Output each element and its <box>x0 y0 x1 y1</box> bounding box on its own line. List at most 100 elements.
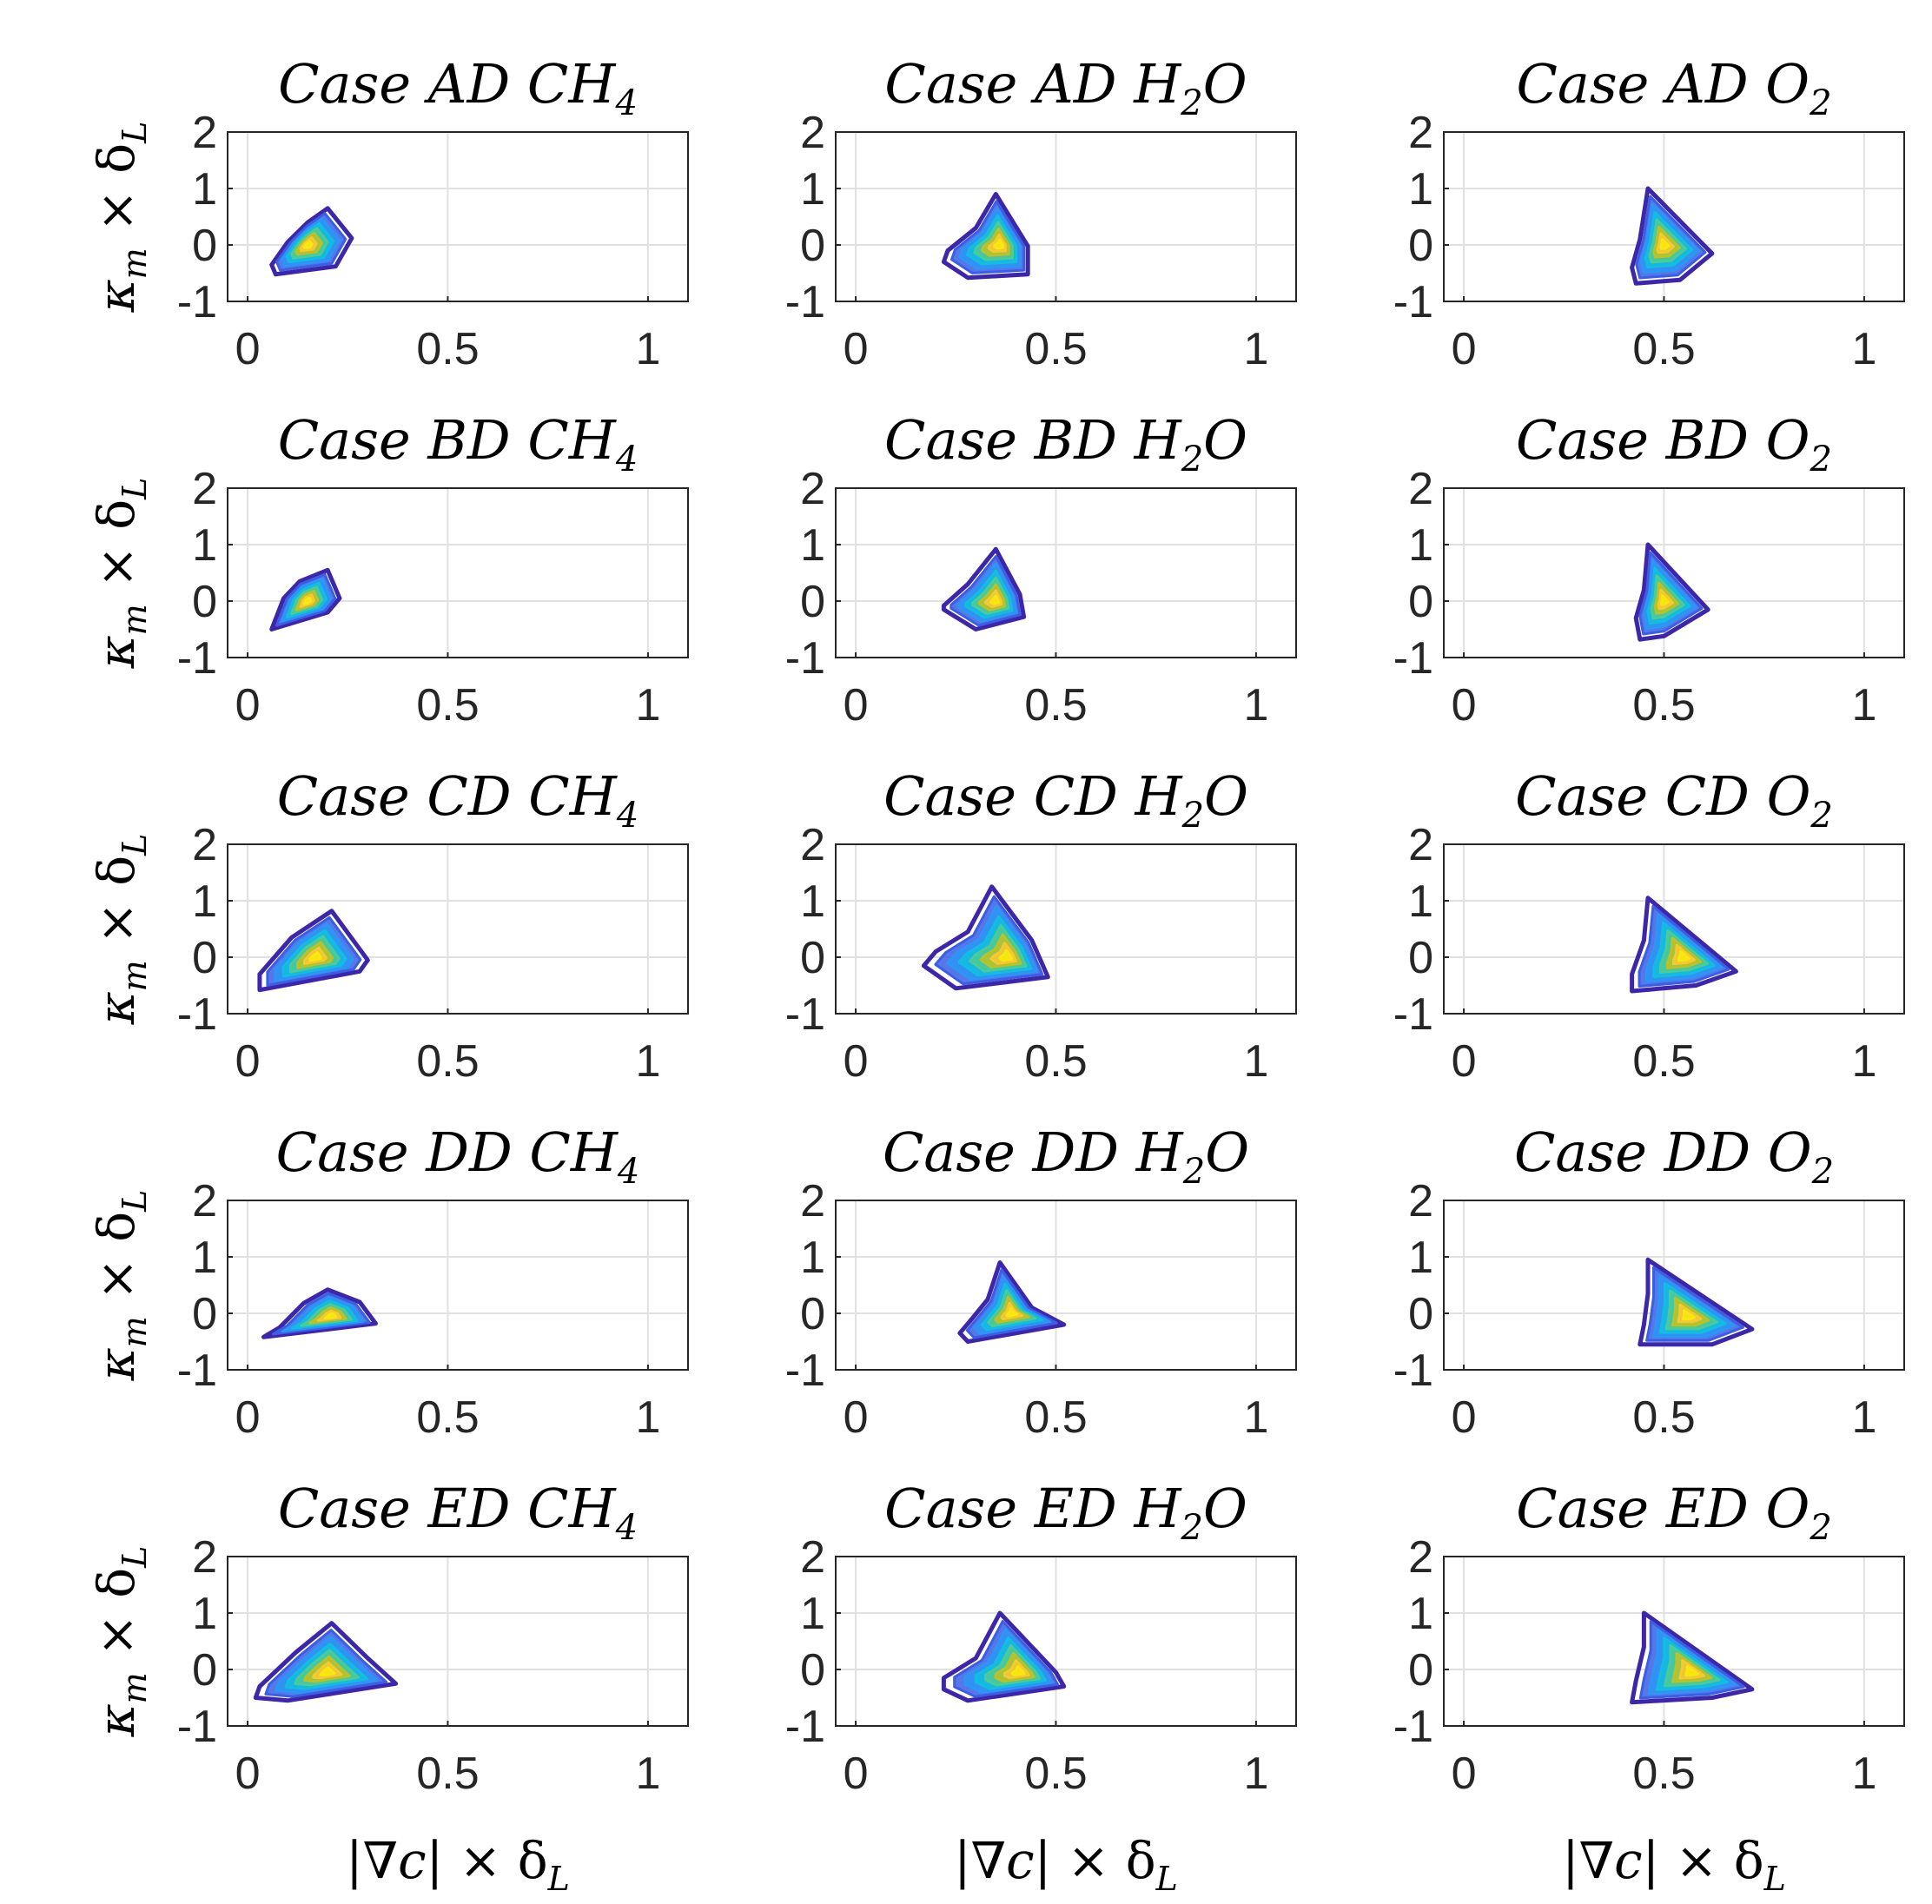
contour-level-0 <box>1630 186 1715 286</box>
contour-level-0 <box>269 206 354 277</box>
ytick-label: 0 <box>800 221 825 271</box>
ytick-label: 0 <box>192 577 217 627</box>
title-subscript: 2 <box>1180 83 1202 123</box>
axes-box <box>1443 487 1905 658</box>
ytick-label: 1 <box>1408 1233 1433 1283</box>
xtick-label: 1 <box>1851 680 1876 731</box>
axes-box <box>1443 1556 1905 1727</box>
xtick-label: 0 <box>844 680 869 731</box>
title-main: Case DD H <box>883 1121 1185 1184</box>
xtick-label: 0.5 <box>416 324 479 374</box>
ytick-label: 2 <box>800 108 825 158</box>
contour-level-7 <box>302 596 313 605</box>
xtick-label: 0.5 <box>1632 324 1695 374</box>
ytick-label: 1 <box>192 1233 217 1283</box>
ylabel-kappa-subscript: m <box>116 1316 154 1347</box>
xtick-label: 1 <box>1851 1392 1876 1443</box>
axes-box <box>835 1556 1297 1727</box>
ytick-label: 0 <box>800 933 825 983</box>
ytick-label: 0 <box>800 577 825 627</box>
contour-level-7 <box>998 949 1014 962</box>
panel-0: 0 0.5 1 -1 0 1 2 Case AD CH4 κm × δL <box>87 52 689 374</box>
xtick-label: 0 <box>235 1036 261 1087</box>
xtick-label: 1 <box>1851 1036 1876 1087</box>
xtick-label: 1 <box>1243 1036 1268 1087</box>
axes-box <box>227 131 689 302</box>
panel-title: Case ED H2O <box>884 1477 1247 1548</box>
contour-level-7 <box>1010 1664 1026 1676</box>
y-axis-label: κm × δL <box>87 122 154 314</box>
ytick-label: 2 <box>1408 1176 1433 1226</box>
axes-box <box>227 487 689 658</box>
xtick-label: 0 <box>844 1392 869 1443</box>
xtick-label: 1 <box>1243 680 1268 731</box>
ytick-label: 0 <box>800 1645 825 1696</box>
x-axis-label: |∇c| × δL <box>346 1831 570 1898</box>
title-subscript: 4 <box>615 440 638 479</box>
xtick-label: 1 <box>635 1036 660 1087</box>
contour-level-7 <box>1684 1664 1700 1677</box>
title-main: Case CD CH <box>277 764 619 828</box>
ytick-label: 2 <box>800 820 825 870</box>
title-subscript: 2 <box>1182 1152 1205 1192</box>
y-axis-label: κm × δL <box>87 834 154 1026</box>
xlabel-main: |∇c| <box>954 1831 1051 1890</box>
axes-box <box>835 131 1297 302</box>
title-main: Case AD CH <box>278 52 617 116</box>
ytick-label: -1 <box>1393 1345 1433 1396</box>
contour-level-0 <box>941 1610 1067 1703</box>
ytick-label: -1 <box>785 1702 825 1752</box>
xtick-label: 0.5 <box>1024 1392 1087 1443</box>
panel-9: 0 0.5 1 -1 0 1 2 Case DD CH4 κm × δL <box>87 1121 689 1443</box>
panel-title: Case DD O2 <box>1514 1121 1834 1192</box>
xtick-label: 1 <box>1243 324 1268 374</box>
panel-title: Case ED CH4 <box>278 1477 638 1548</box>
contour-level-7 <box>989 594 1001 605</box>
panel-title: Case BD O2 <box>1516 408 1832 479</box>
ylabel-kappa-subscript: m <box>116 248 154 279</box>
ylabel-subscript: L <box>116 122 154 144</box>
title-main: Case AD O <box>1516 52 1810 116</box>
axes-box <box>1443 1200 1905 1371</box>
title-suffix: O <box>1203 52 1247 116</box>
ytick-label: 2 <box>192 820 217 870</box>
panel-6: 0 0.5 1 -1 0 1 2 Case CD CH4 κm × δL <box>87 764 689 1087</box>
ytick-label: 0 <box>800 1289 825 1339</box>
contour-level-7 <box>308 951 322 962</box>
xtick-label: 1 <box>1243 1749 1268 1799</box>
ytick-label: 1 <box>192 876 217 927</box>
ylabel-times: × δ <box>87 499 146 604</box>
ytick-label: 1 <box>800 1233 825 1283</box>
y-axis-label: κm × δL <box>87 1190 154 1382</box>
x-axis-label: |∇c| × δL <box>954 1831 1178 1898</box>
ytick-label: -1 <box>1393 1702 1433 1752</box>
title-main: Case ED H <box>884 1477 1182 1540</box>
xtick-label: 0 <box>1452 1392 1477 1443</box>
title-subscript: 4 <box>615 1508 638 1548</box>
xtick-label: 0.5 <box>416 680 479 731</box>
xtick-label: 0.5 <box>1024 324 1087 374</box>
contour-level-0 <box>1633 542 1710 642</box>
title-suffix: O <box>1205 1121 1249 1184</box>
title-subscript: 4 <box>617 1152 639 1192</box>
ytick-label: 1 <box>192 1589 217 1639</box>
xtick-label: 0.5 <box>416 1036 479 1087</box>
contour-level-0 <box>253 1621 399 1703</box>
y-axis-label: κm × δL <box>87 1546 154 1738</box>
ylabel-subscript: L <box>116 478 154 500</box>
title-subscript: 2 <box>1809 1508 1831 1548</box>
xtick-label: 0 <box>235 1392 261 1443</box>
ytick-label: 1 <box>1408 520 1433 571</box>
contour-level-7 <box>323 1312 338 1320</box>
xtick-label: 0.5 <box>1632 680 1695 731</box>
contour-level-0 <box>1630 896 1738 994</box>
panel-title: Case CD CH4 <box>277 764 638 836</box>
xtick-label: 0 <box>844 324 869 374</box>
contour-level-0 <box>257 909 370 993</box>
title-suffix: O <box>1203 1477 1247 1540</box>
panel-title: Case AD O2 <box>1516 52 1831 123</box>
ytick-label: 0 <box>1408 933 1433 983</box>
